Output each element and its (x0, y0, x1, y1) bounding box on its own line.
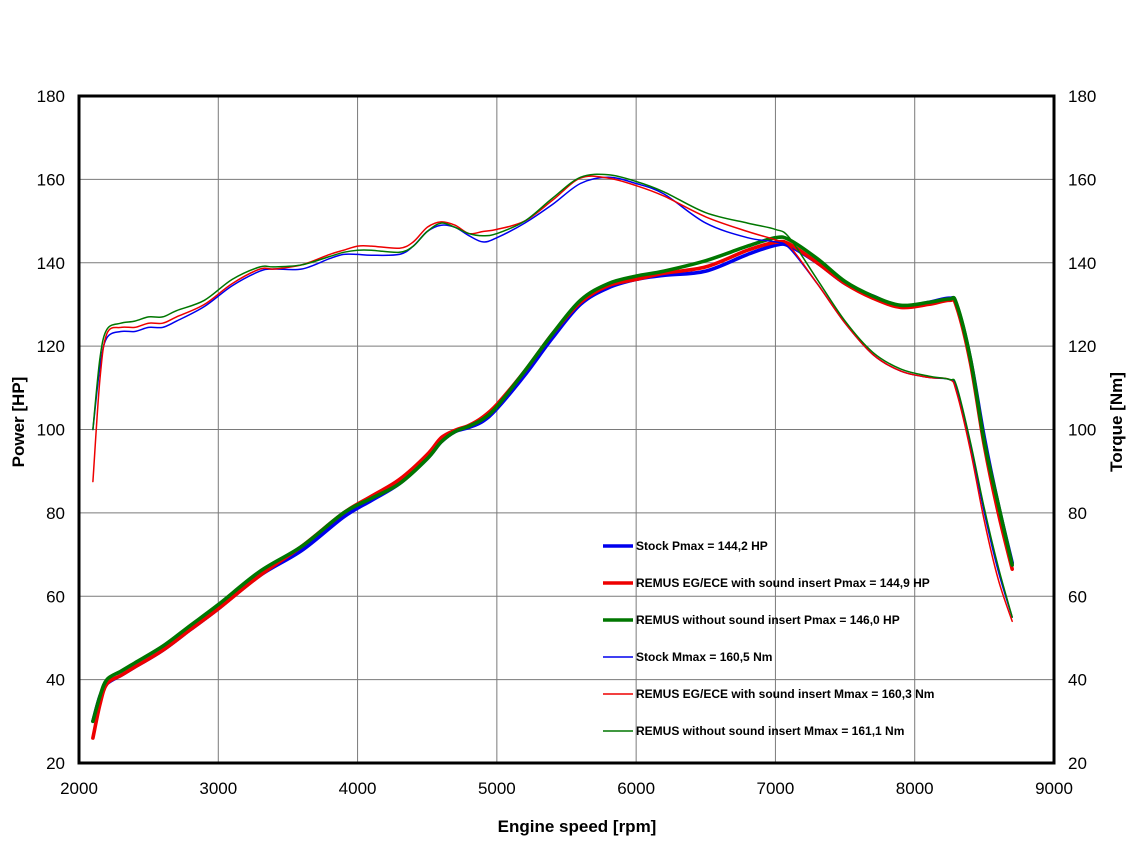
y-left-tick-label: 160 (37, 170, 65, 189)
grid-lines (79, 96, 1054, 763)
x-tick-label: 5000 (478, 779, 516, 798)
remus-no-insert-power-curve (91, 235, 1014, 724)
legend-label: Stock Mmax = 160,5 Nm (636, 650, 772, 664)
legend-remus-eg-ece-power: REMUS EG/ECE with sound insert Pmax = 14… (603, 576, 930, 590)
x-axis-title: Engine speed [rpm] (498, 817, 657, 836)
y-left-tick-label: 40 (46, 671, 65, 690)
legend-remus-eg-ece-torque: REMUS EG/ECE with sound insert Mmax = 16… (603, 687, 934, 701)
y-right-tick-label: 40 (1068, 671, 1087, 690)
x-tick-labels: 2000 3000 4000 5000 6000 7000 8000 9000 (60, 779, 1073, 798)
y-right-tick-label: 140 (1068, 254, 1096, 273)
y-left-tick-label: 100 (37, 421, 65, 440)
legend-stock-power: Stock Pmax = 144,2 HP (603, 539, 768, 553)
legend-remus-no-insert-torque: REMUS without sound insert Mmax = 161,1 … (603, 724, 904, 738)
legend: Stock Pmax = 144,2 HP REMUS EG/ECE with s… (603, 539, 934, 738)
remus-eg-ece-torque-curve (92, 175, 1013, 623)
y-right-tick-label: 120 (1068, 337, 1096, 356)
y-right-tick-label: 60 (1068, 587, 1087, 606)
y-left-tick-label: 60 (46, 587, 65, 606)
y-right-tick-labels: 20 40 60 80 100 120 140 160 180 (1068, 87, 1096, 773)
y-left-tick-labels: 20 40 60 80 100 120 140 160 180 (37, 87, 65, 773)
y-left-tick-label: 120 (37, 337, 65, 356)
y-left-tick-label: 20 (46, 754, 65, 773)
x-tick-label: 2000 (60, 779, 98, 798)
y-left-tick-label: 140 (37, 254, 65, 273)
y-left-tick-label: 80 (46, 504, 65, 523)
plot-frame (77, 94, 1056, 765)
x-tick-label: 3000 (199, 779, 237, 798)
legend-label: REMUS without sound insert Pmax = 146,0 … (636, 613, 900, 627)
legend-label: Stock Pmax = 144,2 HP (636, 539, 768, 553)
remus-eg-ece-power-curve (91, 239, 1014, 740)
legend-stock-torque: Stock Mmax = 160,5 Nm (603, 650, 772, 664)
legend-label: REMUS without sound insert Mmax = 161,1 … (636, 724, 904, 738)
data-curves (91, 173, 1014, 740)
stock-torque-curve (92, 176, 1013, 618)
x-tick-label: 7000 (757, 779, 795, 798)
stock-power-curve (91, 242, 1014, 724)
legend-remus-no-insert-power: REMUS without sound insert Pmax = 146,0 … (603, 613, 900, 627)
y-right-tick-label: 100 (1068, 421, 1096, 440)
legend-label: REMUS EG/ECE with sound insert Pmax = 14… (636, 576, 930, 590)
x-tick-label: 4000 (339, 779, 377, 798)
y-right-tick-label: 80 (1068, 504, 1087, 523)
x-tick-label: 8000 (896, 779, 934, 798)
remus-no-insert-torque-curve (92, 173, 1013, 618)
x-tick-label: 9000 (1035, 779, 1073, 798)
y-left-tick-label: 180 (37, 87, 65, 106)
y-right-tick-label: 180 (1068, 87, 1096, 106)
legend-label: REMUS EG/ECE with sound insert Mmax = 16… (636, 687, 934, 701)
y-right-axis-title: Torque [Nm] (1107, 372, 1126, 472)
y-right-tick-label: 20 (1068, 754, 1087, 773)
y-right-tick-label: 160 (1068, 170, 1096, 189)
y-left-axis-title: Power [HP] (9, 377, 28, 468)
x-tick-label: 6000 (617, 779, 655, 798)
